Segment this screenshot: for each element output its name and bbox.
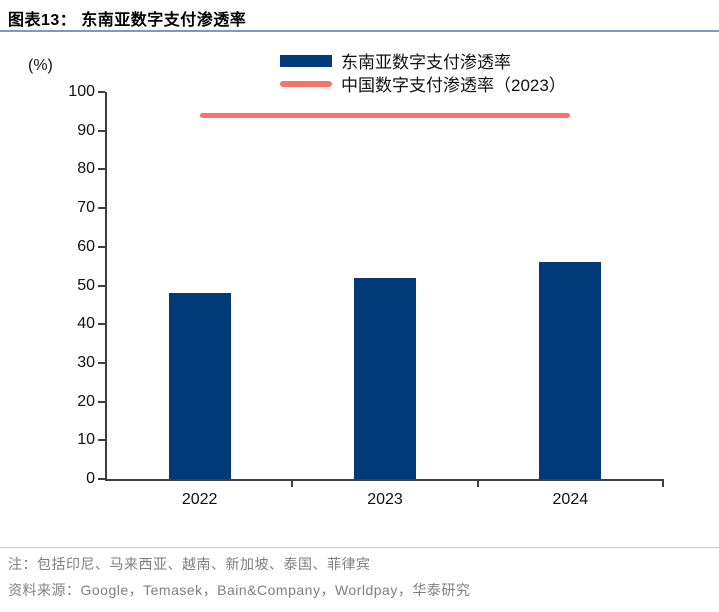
y-axis-tick <box>98 361 105 364</box>
x-axis-tick-label: 2023 <box>367 491 403 508</box>
y-axis-tick-label: 80 <box>77 160 95 178</box>
y-axis-unit-label: (%) <box>28 57 53 74</box>
legend-item-china: 中国数字支付渗透率（2023） <box>280 72 566 95</box>
plot-area: 0 10 20 30 40 50 60 70 80 90 100 2022 2023 2024 <box>68 83 664 508</box>
y-axis-tick <box>98 400 105 403</box>
y-axis-tick <box>98 284 105 287</box>
x-axis-tick-label: 2022 <box>181 491 218 508</box>
bar <box>354 277 416 479</box>
source-note: 资料来源：Google，Temasek，Bain&Company，Worldpa… <box>8 582 471 598</box>
y-axis-tick-label: 90 <box>77 121 95 139</box>
bar <box>168 293 231 479</box>
y-axis-tick-label: 40 <box>77 315 95 333</box>
y-axis-tick-label: 30 <box>77 353 95 371</box>
header-rule <box>0 30 719 32</box>
legend-line-swatch-icon <box>280 80 332 87</box>
footnote: 注：包括印尼、马来西亚、越南、新加坡、泰国、菲律宾 <box>8 556 371 572</box>
y-axis-tick-label: 10 <box>77 431 95 449</box>
y-axis-tick <box>98 245 105 248</box>
y-axis-tick-label: 100 <box>68 83 95 100</box>
y-axis-tick <box>98 439 105 442</box>
y-axis-tick <box>98 129 105 132</box>
y-axis-tick <box>98 207 105 210</box>
y-axis-tick-label: 60 <box>77 237 95 255</box>
y-axis-tick <box>98 478 105 480</box>
y-axis-tick <box>98 91 105 93</box>
y-axis-tick-label: 70 <box>77 199 95 217</box>
x-axis-tick-label: 2024 <box>552 491 589 508</box>
x-axis-tick <box>291 479 294 487</box>
x-axis-tick <box>476 479 479 487</box>
legend-bar-swatch-icon <box>280 54 332 67</box>
china-reference-line <box>199 112 571 118</box>
y-axis-tick-label: 50 <box>77 276 95 294</box>
x-axis-tick <box>662 479 664 487</box>
legend-label-china: 中国数字支付渗透率（2023） <box>341 76 566 95</box>
bar <box>539 262 602 479</box>
footer-rule <box>0 547 719 548</box>
y-axis-tick <box>98 168 105 171</box>
figure-title: 图表13： 东南亚数字支付渗透率 <box>8 12 247 29</box>
y-axis-tick-label: 0 <box>86 470 95 487</box>
legend-label-sea: 东南亚数字支付渗透率 <box>341 53 511 72</box>
legend: 东南亚数字支付渗透率 中国数字支付渗透率（2023） <box>280 49 566 95</box>
y-axis-tick <box>98 323 105 326</box>
legend-item-sea: 东南亚数字支付渗透率 <box>280 49 566 72</box>
y-axis-tick-label: 20 <box>77 392 95 410</box>
